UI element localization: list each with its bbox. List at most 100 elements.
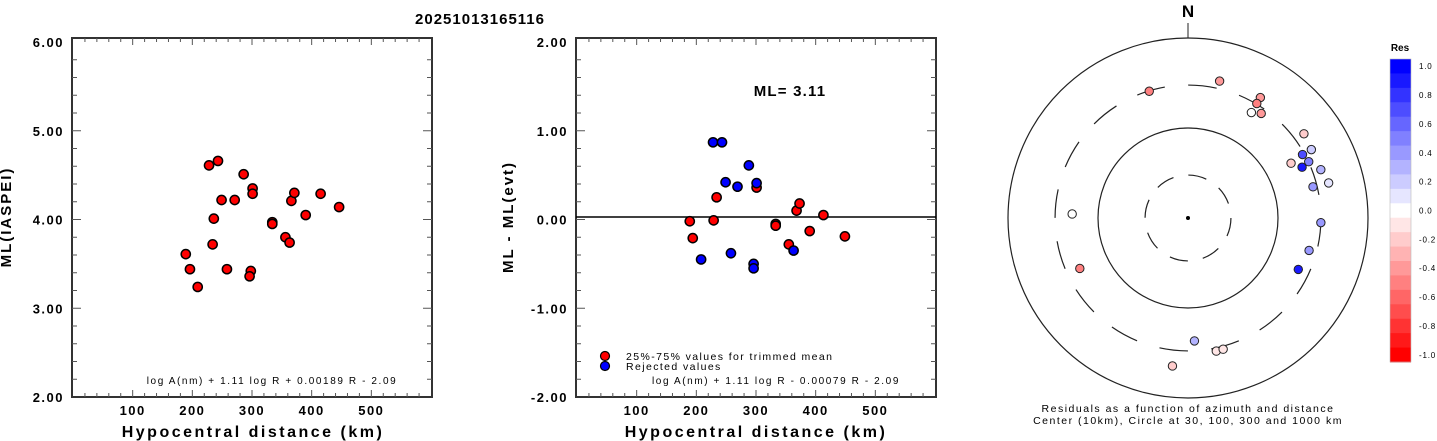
ml-value-label: ML= 3.11: [754, 83, 827, 100]
colorbar-swatch: [1390, 160, 1411, 175]
residual-vs-distance-plot: -2.00 -1.00 0.00 1.00 2.00 100 200 300 400 500 H…: [500, 35, 937, 441]
colorbar-swatch: [1390, 73, 1411, 89]
station-residual-point: [1256, 108, 1266, 119]
data-point: [748, 262, 759, 274]
station-residual-point: [1299, 129, 1309, 139]
data-point: [707, 136, 719, 148]
station-residual-point: [1189, 336, 1200, 346]
data-point: [180, 248, 192, 260]
colorbar-swatch: [1390, 261, 1411, 276]
x-tick-label: 300: [239, 403, 265, 418]
legend-blue-marker: [599, 360, 611, 372]
colorbar-swatch: [1390, 116, 1411, 132]
colorbar-tick-label: 1.0: [1419, 62, 1433, 71]
station-residual-point: [1286, 158, 1296, 168]
colorbar-swatch: [1390, 188, 1411, 204]
data-point: [695, 254, 707, 265]
data-point: [818, 209, 829, 221]
plot2-ticks: [576, 38, 936, 397]
x-tick-label: 500: [358, 403, 384, 418]
colorbar-swatch: [1390, 347, 1411, 363]
colorbar-swatch: [1390, 131, 1411, 147]
residual-colorbar: Res 1.0 0.8 0.6 0.4 0.2 0.0 -0.2 -0.4 -0.6 -0.8 -1…: [1389, 43, 1436, 363]
data-point: [284, 237, 295, 248]
colorbar-swatch: [1390, 217, 1411, 233]
y-tick-label: 3.00: [33, 301, 64, 316]
station-residual-point: [1308, 182, 1318, 192]
colorbar-tick-label: -0.2: [1419, 235, 1436, 244]
data-point: [289, 187, 300, 199]
colorbar-tick-label: 0.8: [1419, 91, 1433, 100]
colorbar-title: Res: [1391, 43, 1410, 54]
colorbar-swatch: [1390, 232, 1411, 248]
data-point: [743, 160, 755, 171]
data-point: [732, 181, 743, 193]
plot1-y-tick-labels: 2.00 3.00 4.00 5.00 6.00: [33, 35, 64, 405]
colorbar-tick-label: 0.6: [1419, 120, 1433, 129]
data-point: [244, 270, 255, 282]
colorbar-swatch: [1390, 145, 1411, 161]
colorbar-swatch: [1390, 304, 1411, 320]
legend-red-marker: [599, 350, 611, 362]
y-tick-label: 2.00: [537, 35, 568, 50]
legend-label-trimmed-mean: 25%-75% values for trimmed mean: [626, 351, 833, 363]
x-tick-label: 400: [299, 403, 325, 418]
data-point: [238, 168, 249, 180]
data-point: [684, 215, 696, 227]
station-residual-point: [1214, 76, 1225, 86]
data-point: [333, 201, 345, 213]
y-tick-label: -1.00: [531, 301, 568, 316]
data-point: [794, 198, 805, 209]
data-point: [212, 155, 224, 167]
polar-caption-line1: Residuals as a function of azimuth and d…: [1042, 403, 1335, 415]
y-tick-label: 4.00: [33, 213, 64, 228]
colorbar-swatch: [1390, 318, 1411, 334]
residual-azimuth-map: N Residuals as a function of azimuth and…: [1007, 2, 1369, 427]
colorbar-tick-label: 0.4: [1419, 149, 1433, 158]
y-tick-label: 6.00: [33, 35, 64, 50]
data-point: [315, 188, 326, 200]
polar-caption-line2: Center (10km), Circle at 30, 100, 300 an…: [1033, 415, 1343, 427]
x-tick-label: 500: [862, 403, 888, 418]
station-residual-point: [1067, 209, 1077, 219]
station-residual-point: [1252, 98, 1262, 109]
data-point: [247, 188, 258, 200]
data-point: [751, 177, 762, 189]
station-residual-point: [1316, 164, 1326, 175]
magnitude-vs-distance-plot: 2.00 3.00 4.00 5.00 6.00 100 200 300 400 500 Hyp…: [0, 35, 433, 441]
colorbar-swatch: [1390, 275, 1411, 291]
colorbar-swatch: [1390, 289, 1411, 305]
y-tick-label: 5.00: [33, 124, 64, 139]
x-tick-label: 100: [120, 403, 146, 418]
data-point: [266, 218, 278, 230]
plot2-y-tick-labels: -2.00 -1.00 0.00 1.00 2.00: [531, 35, 568, 405]
data-point: [720, 176, 731, 188]
data-point: [716, 136, 728, 148]
colorbar-tick-label: -1.0: [1419, 351, 1436, 360]
station-residual-point: [1144, 86, 1154, 96]
station-residual-point: [1167, 361, 1178, 371]
data-point: [207, 239, 218, 250]
center-dot: [1186, 216, 1190, 220]
colorbar-swatch: [1390, 59, 1411, 74]
colorbar-tick-label: -0.6: [1419, 293, 1436, 302]
plot1-formula-annotation: log A(nm) + 1.11 log R + 0.00189 R - 2.0…: [147, 376, 398, 387]
north-label: N: [1182, 2, 1194, 21]
colorbar-tick-label: -0.4: [1419, 264, 1436, 273]
data-point: [221, 263, 233, 275]
plot1-frame: [71, 37, 433, 398]
station-residual-point: [1293, 264, 1303, 275]
colorbar-swatch: [1390, 333, 1411, 349]
x-tick-label: 200: [683, 403, 709, 418]
legend-label-rejected: Rejected values: [626, 361, 722, 373]
station-residual-point: [1246, 107, 1257, 118]
x-tick-label: 300: [743, 403, 769, 418]
plot1-x-axis-label: Hypocentral distance (km): [122, 424, 385, 441]
plot1-y-axis-label: ML(IASPEI): [0, 167, 15, 268]
data-point: [725, 247, 737, 259]
y-tick-label: 1.00: [537, 124, 568, 139]
colorbar-frame: [1389, 58, 1412, 363]
station-residual-point: [1304, 157, 1314, 167]
x-tick-label: 200: [179, 403, 205, 418]
